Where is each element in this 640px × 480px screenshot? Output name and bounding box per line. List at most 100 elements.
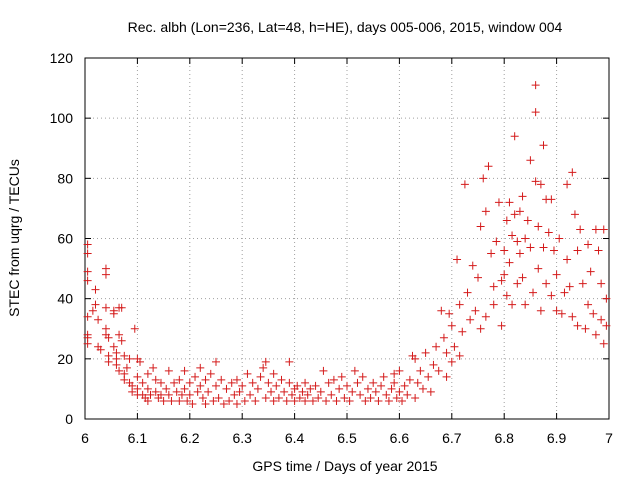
data-point	[363, 384, 372, 393]
data-point	[206, 369, 215, 378]
data-point	[293, 381, 302, 390]
data-point	[246, 390, 255, 399]
data-point	[83, 240, 92, 249]
data-point	[584, 240, 593, 249]
data-point	[96, 345, 105, 354]
data-point	[508, 300, 517, 309]
data-point	[557, 309, 566, 318]
data-point	[594, 246, 603, 255]
data-point	[180, 366, 189, 375]
data-point	[418, 384, 427, 393]
data-point	[384, 396, 393, 405]
data-point	[204, 387, 213, 396]
data-point	[88, 306, 97, 315]
data-point	[573, 246, 582, 255]
y-tick-label: 40	[57, 291, 73, 307]
data-point	[479, 174, 488, 183]
data-point	[188, 399, 197, 408]
data-point	[269, 396, 278, 405]
data-point	[458, 327, 467, 336]
data-point	[117, 336, 126, 345]
data-point	[290, 396, 299, 405]
data-point	[531, 81, 540, 90]
data-point	[287, 390, 296, 399]
data-point	[285, 357, 294, 366]
y-tick-label: 60	[57, 231, 73, 247]
data-point	[450, 342, 459, 351]
data-point	[277, 375, 286, 384]
data-point	[432, 342, 441, 351]
data-point	[337, 372, 346, 381]
data-point	[411, 393, 420, 402]
data-point	[466, 315, 475, 324]
data-point	[219, 399, 228, 408]
data-point	[248, 378, 257, 387]
data-point	[149, 363, 158, 372]
data-point	[280, 387, 289, 396]
data-point	[232, 375, 241, 384]
data-point	[539, 141, 548, 150]
data-point	[83, 312, 92, 321]
data-point	[115, 330, 124, 339]
data-point	[563, 180, 572, 189]
data-point	[332, 396, 341, 405]
data-point	[177, 390, 186, 399]
x-tick-label: 6.2	[180, 430, 200, 446]
data-point	[267, 387, 276, 396]
data-point	[544, 228, 553, 237]
x-tick-label: 6.1	[128, 430, 148, 446]
data-point	[120, 375, 129, 384]
data-point	[196, 381, 205, 390]
data-point	[599, 339, 608, 348]
data-point	[83, 267, 92, 276]
data-point	[369, 378, 378, 387]
data-point	[382, 390, 391, 399]
data-point	[167, 396, 176, 405]
data-point	[531, 108, 540, 117]
data-point	[442, 348, 451, 357]
data-point	[185, 378, 194, 387]
x-tick-label: 6	[81, 430, 89, 446]
data-point	[143, 369, 152, 378]
data-point	[91, 300, 100, 309]
data-point	[523, 216, 532, 225]
data-point	[416, 366, 425, 375]
ticks: 6 6.1 6.2 6.3 6.4 6.5 6.6 6.7 6.8 6.9 7 0 20 40 60 80 10…	[50, 50, 613, 446]
data-point	[599, 225, 608, 234]
data-point	[122, 363, 131, 372]
data-point	[455, 351, 464, 360]
chart-title: Rec. albh (Lon=236, Lat=48, h=HE), days …	[128, 19, 563, 35]
data-point	[151, 387, 160, 396]
data-point	[272, 381, 281, 390]
data-point	[212, 381, 220, 390]
data-point	[552, 270, 561, 279]
data-point	[361, 396, 370, 405]
data-point	[120, 351, 129, 360]
data-point	[390, 369, 399, 378]
data-point	[146, 390, 155, 399]
data-point	[481, 312, 490, 321]
data-point	[534, 222, 543, 231]
data-point	[295, 393, 304, 402]
data-point	[421, 348, 430, 357]
data-point	[536, 306, 545, 315]
data-point	[170, 378, 179, 387]
data-point	[521, 300, 530, 309]
data-point	[542, 279, 551, 288]
data-point	[570, 210, 579, 219]
data-point	[143, 396, 152, 405]
data-point	[133, 372, 142, 381]
data-point	[156, 378, 165, 387]
data-point	[201, 399, 210, 408]
data-point	[125, 354, 134, 363]
data-point	[597, 315, 606, 324]
data-point	[500, 246, 509, 255]
data-points	[83, 81, 611, 408]
data-point	[487, 249, 496, 258]
x-tick-label: 6.3	[232, 430, 252, 446]
data-point	[463, 288, 472, 297]
data-point	[83, 339, 92, 348]
data-point	[481, 207, 490, 216]
data-point	[502, 216, 511, 225]
data-point	[348, 387, 357, 396]
